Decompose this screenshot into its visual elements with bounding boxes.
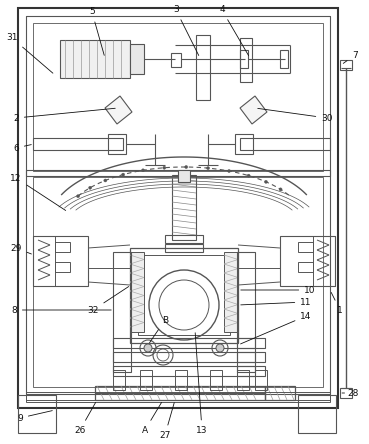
Bar (33, 138, 123, 150)
Text: 27: 27 (159, 403, 174, 440)
Circle shape (144, 344, 152, 352)
Bar (26, 16, 330, 400)
Bar (196, 35, 210, 100)
Circle shape (207, 166, 210, 170)
Text: 14: 14 (241, 312, 312, 344)
Text: 3: 3 (173, 5, 199, 56)
Bar (165, 235, 203, 243)
Bar (237, 252, 255, 372)
Text: 12: 12 (10, 174, 66, 210)
Bar (210, 370, 222, 390)
Bar (255, 370, 267, 390)
Bar (165, 244, 203, 252)
Bar (340, 388, 352, 398)
Bar (26, 16, 330, 176)
Bar (55, 242, 70, 252)
Bar (237, 352, 265, 362)
Text: 2: 2 (13, 108, 115, 123)
Text: 9: 9 (17, 411, 52, 423)
Bar (33, 236, 55, 286)
Bar (171, 53, 181, 67)
Bar (113, 352, 255, 362)
Bar (237, 338, 265, 348)
Bar (237, 370, 249, 390)
Circle shape (89, 186, 92, 189)
Bar (340, 60, 352, 70)
Bar (60, 40, 130, 78)
Text: 5: 5 (89, 8, 104, 56)
Bar (237, 366, 265, 376)
Bar (298, 242, 313, 252)
Bar (298, 262, 313, 272)
Bar (108, 134, 126, 154)
Bar (33, 236, 88, 286)
Bar (26, 392, 330, 402)
Circle shape (247, 174, 250, 177)
Text: 28: 28 (342, 388, 359, 397)
Text: 8: 8 (11, 305, 111, 314)
Text: 10: 10 (241, 285, 316, 294)
Bar (55, 262, 70, 272)
Bar (18, 8, 338, 408)
Bar (113, 252, 131, 372)
Bar (172, 175, 196, 240)
Bar (235, 134, 253, 154)
Text: A: A (142, 402, 162, 435)
Bar (113, 366, 255, 376)
Bar (95, 386, 265, 400)
Bar (240, 50, 248, 68)
Bar (130, 44, 144, 74)
Bar (130, 248, 238, 343)
Bar (298, 395, 336, 433)
Text: 32: 32 (87, 286, 129, 314)
Bar (280, 50, 288, 68)
Bar (18, 395, 56, 433)
Text: 7: 7 (343, 51, 358, 63)
Bar (178, 170, 190, 182)
Text: 26: 26 (74, 402, 96, 435)
Bar (140, 370, 152, 390)
Text: 31: 31 (6, 33, 53, 73)
Bar (224, 252, 238, 332)
Circle shape (76, 194, 80, 198)
Text: 1: 1 (331, 293, 343, 314)
Bar (265, 386, 295, 400)
Bar (130, 252, 144, 332)
Circle shape (228, 170, 231, 173)
Text: B: B (149, 316, 168, 343)
Text: 30: 30 (258, 108, 333, 123)
Bar (33, 177, 323, 387)
Circle shape (142, 169, 145, 172)
Circle shape (122, 173, 125, 176)
Bar (175, 370, 187, 390)
Bar (33, 23, 323, 171)
Text: 4: 4 (219, 5, 249, 56)
Text: 13: 13 (195, 333, 208, 435)
Text: 6: 6 (13, 143, 31, 152)
Bar (113, 370, 125, 390)
Circle shape (265, 180, 268, 183)
Bar (26, 170, 330, 394)
Polygon shape (105, 96, 132, 124)
Circle shape (279, 188, 282, 191)
Bar (138, 255, 230, 335)
Polygon shape (240, 96, 267, 124)
Bar (113, 338, 255, 348)
Circle shape (163, 166, 166, 169)
Bar (240, 38, 252, 82)
Text: 11: 11 (241, 297, 312, 306)
Circle shape (104, 179, 107, 182)
Bar (313, 236, 335, 286)
Circle shape (216, 344, 224, 352)
Text: 29: 29 (10, 243, 31, 254)
Bar (240, 138, 330, 150)
Bar (280, 236, 335, 286)
Circle shape (185, 166, 188, 169)
